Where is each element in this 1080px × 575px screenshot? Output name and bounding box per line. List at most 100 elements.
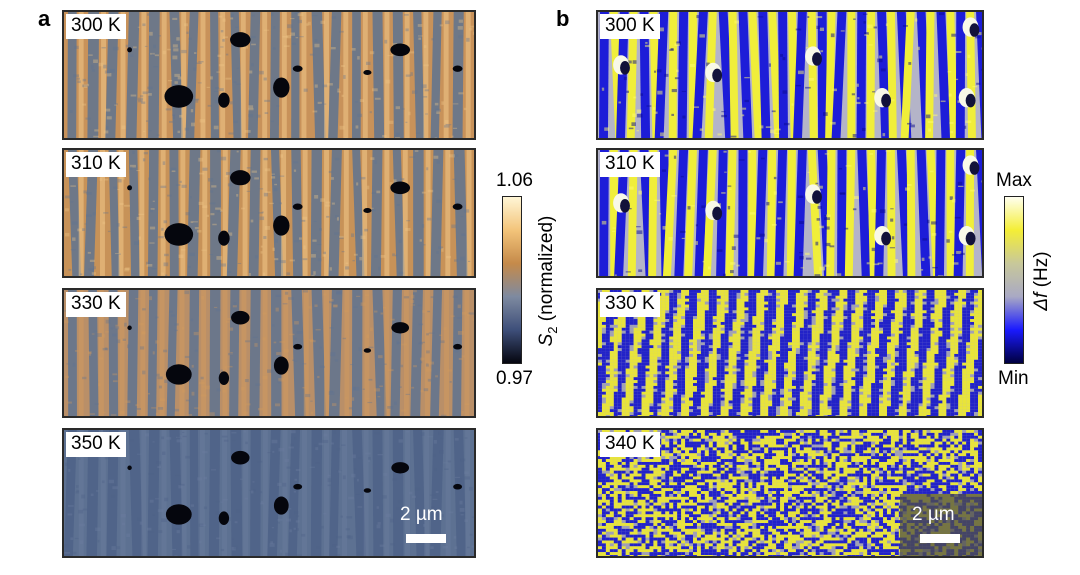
- speckle: [220, 548, 225, 552]
- noise-pixel: [966, 385, 971, 389]
- noise-pixel: [685, 304, 690, 308]
- noise-pixel: [776, 380, 781, 384]
- speckle: [315, 329, 321, 331]
- noise-pixel: [950, 383, 955, 386]
- speckle: [436, 199, 442, 203]
- noise-pixel: [752, 353, 757, 357]
- speckle: [145, 120, 149, 122]
- noise-pixel: [938, 301, 943, 305]
- speckle: [927, 121, 934, 123]
- speckle: [353, 468, 357, 471]
- noise-pixel: [693, 313, 697, 317]
- noise-pixel: [835, 295, 840, 299]
- noise-pixel: [772, 345, 777, 349]
- defect-spot: [164, 223, 194, 246]
- noise-pixel: [665, 362, 670, 366]
- speckle: [471, 545, 474, 548]
- noise-pixel: [633, 371, 638, 375]
- noise-pixel: [669, 377, 674, 381]
- noise-pixel: [867, 301, 872, 305]
- noise-pixel: [942, 353, 947, 357]
- noise-pixel: [974, 345, 979, 349]
- speckle: [466, 37, 470, 42]
- noise-pixel: [910, 324, 915, 328]
- noise-pixel: [950, 336, 955, 340]
- noise-pixel: [736, 319, 741, 322]
- noise-pixel: [847, 327, 852, 331]
- noise-pixel: [839, 321, 844, 325]
- speckle: [95, 527, 101, 531]
- noise-pixel: [879, 290, 884, 293]
- noise-pixel: [978, 348, 982, 352]
- speckle: [178, 484, 183, 489]
- s2-map-image: [64, 290, 474, 416]
- stripe-bright: [303, 290, 309, 416]
- noise-pixel: [819, 380, 824, 384]
- speckle: [81, 494, 86, 499]
- speckle: [263, 236, 267, 239]
- noise-pixel: [657, 342, 662, 346]
- noise-pixel: [760, 295, 765, 299]
- noise-pixel: [795, 301, 800, 305]
- noise-pixel: [772, 374, 777, 378]
- noise-pixel: [894, 345, 899, 349]
- noise-pixel: [847, 319, 852, 322]
- noise-pixel: [898, 348, 903, 352]
- noise-pixel: [780, 351, 785, 354]
- speckle: [422, 310, 426, 313]
- noise-pixel: [934, 313, 939, 317]
- noise-pixel: [914, 385, 919, 389]
- noise-pixel: [962, 330, 967, 334]
- speckle: [438, 514, 444, 518]
- speckle: [130, 164, 136, 168]
- noise-pixel: [728, 292, 733, 296]
- noise-pixel: [914, 351, 919, 354]
- noise-pixel: [799, 351, 804, 354]
- noise-pixel: [867, 342, 872, 346]
- stripe-bright: [343, 150, 349, 276]
- defect-spot: [273, 496, 289, 515]
- noise-pixel: [653, 327, 658, 331]
- noise-pixel: [700, 327, 705, 331]
- noise-pixel: [791, 319, 796, 322]
- noise-pixel: [689, 388, 694, 392]
- speckle: [117, 188, 120, 191]
- stripe-bright: [262, 290, 268, 416]
- stripe-dark: [128, 430, 143, 556]
- noise-pixel: [879, 310, 884, 314]
- speckle: [269, 543, 275, 547]
- noise-pixel: [926, 351, 931, 354]
- noise-pixel: [799, 362, 804, 366]
- noise-pixel: [974, 368, 979, 372]
- noise-pixel: [685, 298, 690, 302]
- noise-pixel: [784, 348, 789, 352]
- noise-pixel: [946, 380, 951, 384]
- noise-pixel: [784, 310, 789, 314]
- speckle: [618, 101, 621, 104]
- noise-pixel: [712, 388, 717, 392]
- noise-pixel: [752, 365, 757, 369]
- noise-pixel: [748, 327, 753, 331]
- noise-pixel: [926, 356, 931, 360]
- noise-pixel: [653, 339, 658, 343]
- noise-pixel: [724, 353, 729, 357]
- speckle: [249, 489, 256, 491]
- noise-pixel: [815, 310, 820, 314]
- noise-pixel: [744, 353, 749, 357]
- stripe-blue: [614, 150, 629, 276]
- noise-pixel: [700, 336, 705, 340]
- noise-pixel: [918, 365, 923, 369]
- noise-pixel: [823, 365, 828, 369]
- defect-spot: [363, 69, 372, 75]
- noise-pixel: [906, 380, 911, 384]
- noise-pixel: [740, 298, 745, 302]
- noise-pixel: [890, 324, 895, 328]
- noise-pixel: [890, 336, 895, 340]
- speckle: [766, 201, 770, 206]
- speckle: [336, 447, 341, 451]
- speckle: [142, 158, 146, 162]
- speckle: [194, 349, 198, 352]
- speckle: [627, 60, 632, 64]
- noise-pixel: [843, 385, 848, 389]
- noise-pixel: [918, 304, 923, 308]
